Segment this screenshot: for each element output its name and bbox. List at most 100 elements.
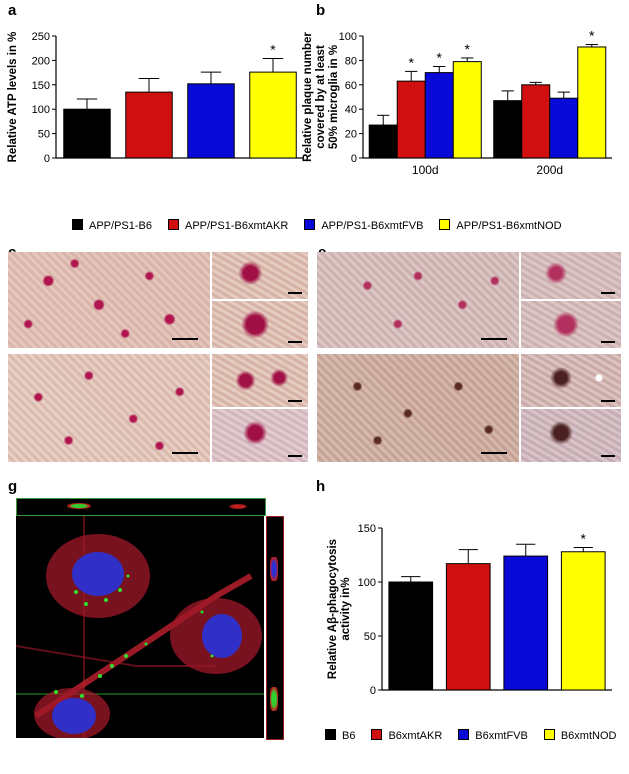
histology-image-d-detail-bottom: [212, 409, 308, 462]
bar: [424, 72, 454, 159]
histology-image-d-detail-top: [212, 354, 308, 407]
nucleus: [52, 698, 96, 734]
panel-letter-g: g: [8, 478, 18, 495]
y-tick-label: 100: [32, 104, 50, 116]
y-axis-label: activity in%: [340, 577, 352, 640]
legend-bottom: B6 B6xmtAKR B6xmtFVB B6xmtNOD: [325, 729, 629, 742]
y-tick-label: 60: [345, 80, 357, 92]
y-axis-label: Relative plaque number: [302, 32, 314, 162]
bar: [388, 581, 434, 691]
scale-bar: [601, 292, 615, 294]
legend-item: B6: [325, 729, 355, 742]
legend-label: APP/PS1-B6: [89, 220, 152, 232]
scale-bar: [172, 452, 198, 454]
legend-top: APP/PS1-B6 APP/PS1-B6xmtAKR APP/PS1-B6xmtF…: [72, 219, 578, 232]
bar: [396, 80, 426, 159]
legend-swatch: [439, 219, 451, 230]
legend-swatch: [304, 219, 316, 230]
significance-marker: *: [581, 530, 587, 546]
legend-label: APP/PS1-B6xmtAKR: [184, 220, 289, 232]
histology-image-e-detail-top: [521, 252, 621, 299]
histology-image-f-detail-top: [521, 354, 621, 407]
y-tick-label: 250: [32, 31, 50, 43]
panel-letter-a: a: [8, 2, 17, 19]
bar: [493, 100, 523, 159]
green-puncta: [54, 574, 214, 698]
bar: [249, 71, 297, 159]
bar: [368, 124, 398, 159]
y-tick-label: 20: [345, 129, 357, 141]
histology-image-f-overview: [317, 354, 519, 462]
bar: [452, 61, 482, 159]
cell-process: [34, 573, 253, 719]
y-axis-label: 50% microglia in %: [328, 45, 340, 149]
scale-bar: [288, 400, 302, 402]
legend-item: APP/PS1-B6: [72, 219, 152, 232]
legend-label: B6: [342, 730, 356, 742]
y-tick-label: 150: [32, 80, 50, 92]
x-tick-label: 100d: [412, 163, 439, 177]
scale-bar: [172, 338, 198, 340]
histology-image-d-overview: [8, 354, 210, 462]
legend-label: B6xmtFVB: [475, 730, 528, 742]
bar: [125, 91, 173, 159]
scale-bar: [601, 400, 615, 402]
y-tick-label: 0: [370, 685, 376, 697]
legend-item: APP/PS1-B6xmtAKR: [167, 219, 289, 232]
scale-bar: [601, 455, 615, 457]
legend-swatch: [371, 729, 383, 740]
cell-fluorescence: [16, 516, 264, 738]
scale-bar: [288, 341, 302, 343]
green-signal: [270, 687, 278, 711]
legend-label: APP/PS1-B6xmtNOD: [456, 220, 562, 232]
histology-image-c-overview: [8, 252, 210, 348]
x-tick-label: 200d: [536, 163, 563, 177]
legend-item: APP/PS1-B6xmtFVB: [304, 219, 423, 232]
legend-label: APP/PS1-B6xmtFVB: [321, 220, 424, 232]
bar: [577, 46, 607, 159]
panel-letter-h: h: [316, 478, 326, 495]
bar: [560, 551, 606, 691]
confocal-image-g-yz-projection: [266, 516, 284, 740]
y-tick-label: 0: [351, 153, 357, 165]
significance-marker: *: [270, 41, 276, 57]
legend-swatch: [167, 219, 179, 230]
legend-swatch: [325, 729, 336, 740]
scale-bar: [601, 341, 615, 343]
y-tick-label: 0: [44, 153, 50, 165]
legend-label: B6xmtAKR: [388, 730, 443, 742]
histology-image-c-detail-top: [212, 252, 308, 299]
y-tick-label: 100: [358, 577, 376, 589]
confocal-image-g-xz-projection: [16, 498, 266, 516]
histology-image-e-overview: [317, 252, 519, 348]
histology-image-f-detail-bottom: [521, 409, 621, 462]
y-tick-label: 50: [38, 129, 50, 141]
green-signal: [229, 504, 247, 509]
confocal-image-g-main: [16, 516, 264, 738]
legend-item: B6xmtNOD: [543, 729, 617, 742]
significance-marker: *: [437, 50, 443, 66]
histology-image-e-detail-bottom: [521, 301, 621, 348]
scale-bar: [288, 292, 302, 294]
scale-bar: [481, 338, 507, 340]
bar: [521, 84, 551, 159]
y-tick-label: 150: [358, 523, 376, 535]
y-tick-label: 40: [345, 104, 357, 116]
significance-marker: *: [465, 41, 471, 57]
green-signal: [270, 557, 278, 581]
histology-image-c-detail-bottom: [212, 301, 308, 348]
y-axis-label: covered by at least: [315, 45, 327, 149]
legend-label: B6xmtNOD: [560, 730, 617, 742]
y-axis-label: Relative Aβ-phagocytosis: [327, 539, 339, 679]
bar: [503, 555, 549, 691]
legend-swatch: [458, 729, 470, 740]
bar: [63, 108, 111, 159]
nucleus: [202, 614, 242, 658]
green-signal: [67, 503, 91, 509]
y-tick-label: 80: [345, 55, 357, 67]
bar: [187, 83, 235, 159]
y-tick-label: 50: [364, 631, 376, 643]
legend-item: B6xmtAKR: [371, 729, 442, 742]
legend-item: B6xmtFVB: [458, 729, 528, 742]
